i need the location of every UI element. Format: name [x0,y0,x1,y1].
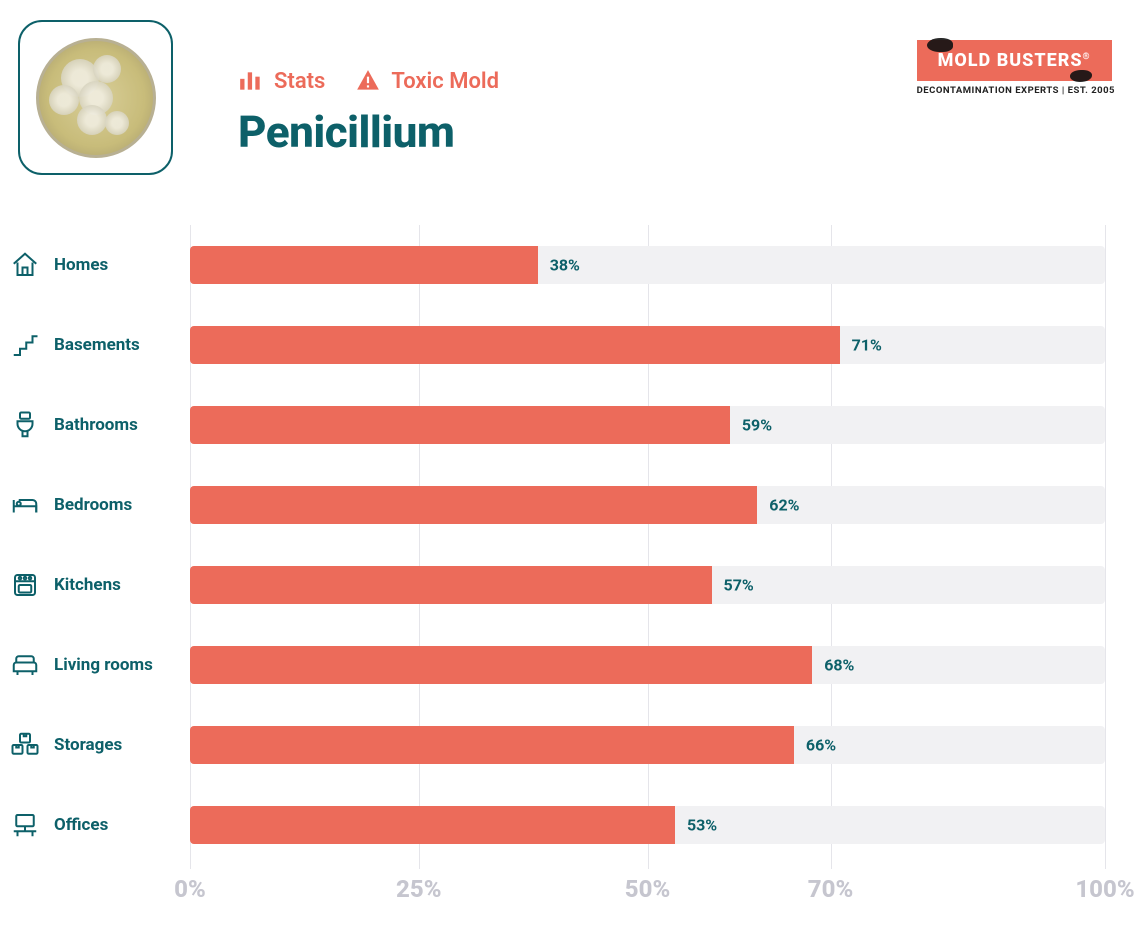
stats-tag: Stats [238,68,325,94]
bar-fill: 53% [190,806,675,844]
axis-tick-label: 0% [174,875,206,903]
header-tags: Stats Toxic Mold [238,68,499,94]
row-label: Bathrooms [10,410,180,440]
bar-value-label: 57% [724,576,754,595]
row-label: Homes [10,250,180,280]
header: Stats Toxic Mold Penicillium MOLD BUSTER… [10,20,1135,175]
row-label: Bedrooms [10,490,180,520]
bar-track: 66% [190,726,1105,764]
row-label-text: Living rooms [54,655,153,675]
bar-fill: 57% [190,566,712,604]
penicillium-bar-chart: Homes38%Basements71%Bathrooms59%Bedrooms… [10,225,1135,909]
sample-thumbnail [18,20,173,175]
brand-banner: MOLD BUSTERS® [917,40,1112,81]
bar-fill: 38% [190,246,538,284]
bar-value-label: 38% [550,256,580,275]
bar-track: 53% [190,806,1105,844]
bar-track: 38% [190,246,1105,284]
oven-icon [10,570,40,600]
bar-track: 71% [190,326,1105,364]
desk-icon [10,810,40,840]
row-label-text: Bedrooms [54,495,132,515]
bar-value-label: 68% [824,656,854,675]
chart-x-axis: 0%25%50%70%100% [190,869,1105,909]
toxic-tag: Toxic Mold [355,68,499,94]
row-label: Offices [10,810,180,840]
petri-dish-illustration [36,38,156,158]
boxes-icon [10,730,40,760]
bar-fill: 62% [190,486,757,524]
bar-fill: 66% [190,726,794,764]
row-label-text: Kitchens [54,575,121,595]
bar-track: 68% [190,646,1105,684]
brand-name: MOLD BUSTERS [938,50,1083,71]
chart-row: Storages66% [190,705,1105,785]
chart-row: Offices53% [190,785,1105,865]
stairs-icon [10,330,40,360]
axis-tick-label: 100% [1075,875,1134,903]
chart-rows: Homes38%Basements71%Bathrooms59%Bedrooms… [190,225,1105,865]
bar-track: 59% [190,406,1105,444]
chart-row: Kitchens57% [190,545,1105,625]
sofa-icon [10,650,40,680]
chart-row: Basements71% [190,305,1105,385]
brand-logo: MOLD BUSTERS® DECONTAMINATION EXPERTS | … [917,40,1115,96]
chart-row: Living rooms68% [190,625,1105,705]
bar-fill: 59% [190,406,730,444]
bar-value-label: 71% [852,336,882,355]
row-label-text: Homes [54,255,108,275]
bar-value-label: 66% [806,736,836,755]
bar-track: 57% [190,566,1105,604]
row-label: Kitchens [10,570,180,600]
row-label: Basements [10,330,180,360]
bar-value-label: 59% [742,416,772,435]
stats-tag-label: Stats [274,69,325,94]
gridline [1105,225,1106,869]
axis-tick-label: 25% [396,875,441,903]
bar-track: 62% [190,486,1105,524]
page-title: Penicillium [238,106,499,158]
bar-value-label: 62% [769,496,799,515]
toxic-tag-label: Toxic Mold [391,69,499,94]
warning-icon [355,68,381,94]
chart-row: Bedrooms62% [190,465,1105,545]
chart-row: Homes38% [190,225,1105,305]
bar-fill: 71% [190,326,840,364]
bar-fill: 68% [190,646,812,684]
bed-icon [10,490,40,520]
row-label: Storages [10,730,180,760]
bar-value-label: 53% [687,816,717,835]
row-label-text: Storages [54,735,122,755]
bar-chart-icon [238,68,264,94]
chart-row: Bathrooms59% [190,385,1105,465]
header-text: Stats Toxic Mold Penicillium [238,20,499,158]
brand-tagline: DECONTAMINATION EXPERTS | EST. 2005 [917,85,1115,96]
row-label-text: Basements [54,335,140,355]
axis-tick-label: 70% [808,875,853,903]
home-icon [10,250,40,280]
axis-tick-label: 50% [625,875,670,903]
row-label-text: Bathrooms [54,415,138,435]
row-label: Living rooms [10,650,180,680]
row-label-text: Offices [54,815,108,835]
toilet-icon [10,410,40,440]
